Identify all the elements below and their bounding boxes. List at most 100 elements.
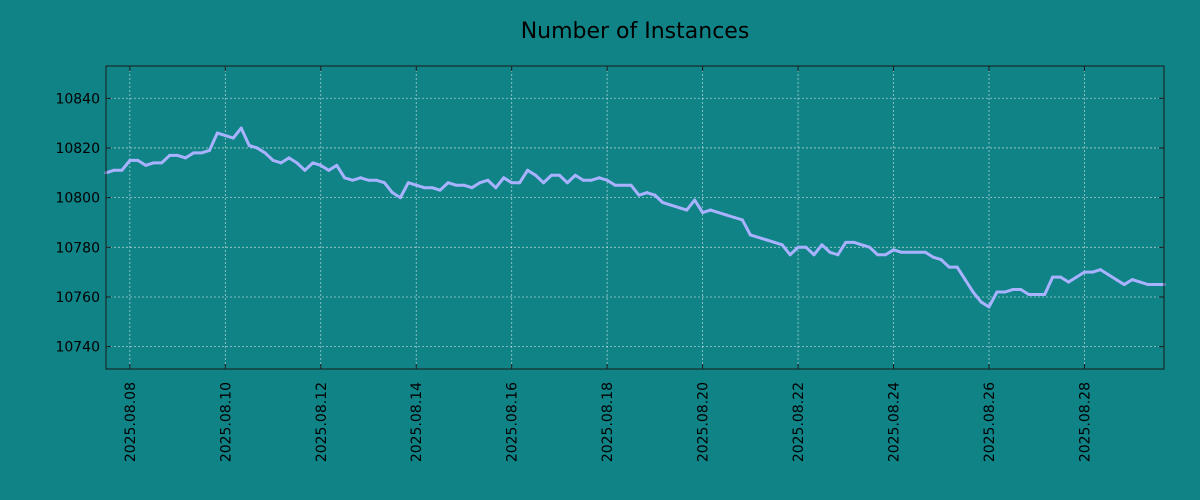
data-point [510, 181, 514, 185]
data-point [693, 198, 697, 202]
plot-frame [105, 65, 1165, 370]
data-point [1090, 270, 1094, 274]
data-point [374, 178, 378, 182]
data-point [780, 243, 784, 247]
data-point [335, 163, 339, 167]
data-point [255, 146, 259, 150]
data-point [653, 193, 657, 197]
data-point [645, 191, 649, 195]
data-point [1043, 292, 1047, 296]
data-point [112, 168, 116, 172]
data-point [1011, 288, 1015, 292]
data-point [1154, 283, 1158, 287]
x-tick-label: 2025.08.28 [1077, 382, 1093, 462]
data-point [343, 176, 347, 180]
data-point [669, 203, 673, 207]
data-point [239, 126, 243, 130]
data-point [207, 148, 211, 152]
data-point [192, 151, 196, 155]
data-point [1003, 290, 1007, 294]
x-tick-label: 2025.08.10 [218, 382, 234, 462]
y-tick-label: 10740 [55, 340, 100, 356]
axis-layer [105, 65, 1165, 370]
data-point [199, 151, 203, 155]
data-point [1074, 275, 1078, 279]
y-tick-label: 10780 [55, 240, 100, 256]
data-point [907, 250, 911, 254]
data-point [1035, 292, 1039, 296]
data-point [430, 186, 434, 190]
data-point [446, 181, 450, 185]
data-point [947, 265, 951, 269]
data-point [390, 191, 394, 195]
data-point [613, 183, 617, 187]
data-point [740, 218, 744, 222]
y-tick-label: 10820 [55, 141, 100, 157]
y-tick-label: 10760 [55, 290, 100, 306]
data-point [382, 181, 386, 185]
data-point [621, 183, 625, 187]
data-point [1106, 273, 1110, 277]
data-point [605, 178, 609, 182]
point-layer [104, 126, 1166, 309]
data-point [573, 173, 577, 177]
data-point [589, 178, 593, 182]
data-point [892, 248, 896, 252]
data-point [756, 235, 760, 239]
data-point [685, 208, 689, 212]
data-point [303, 168, 307, 172]
data-point [732, 216, 736, 219]
data-point [279, 161, 283, 165]
data-point [422, 186, 426, 190]
data-point [1114, 278, 1118, 282]
data-point [494, 186, 498, 190]
data-point [1059, 275, 1063, 279]
data-point [128, 158, 132, 162]
data-point [152, 161, 156, 165]
data-point [597, 176, 601, 180]
data-point [486, 178, 490, 182]
data-point [876, 253, 880, 257]
data-point [319, 163, 323, 167]
data-point [812, 253, 816, 257]
data-point [271, 158, 275, 162]
data-point [557, 173, 561, 177]
x-tick-label: 2025.08.16 [505, 382, 521, 462]
series-line-0 [104, 126, 1166, 309]
data-point [995, 290, 999, 294]
data-point [526, 168, 530, 172]
data-point [1146, 283, 1150, 287]
data-point [764, 238, 768, 242]
data-point [899, 250, 903, 254]
data-point [184, 156, 188, 160]
data-point [1067, 280, 1071, 284]
data-point [923, 250, 927, 254]
data-point [414, 183, 418, 187]
x-tick-label: 2025.08.22 [791, 382, 807, 462]
data-point [852, 240, 856, 244]
data-point [1122, 283, 1126, 287]
data-point [359, 176, 363, 180]
data-point [939, 258, 943, 262]
data-point [311, 161, 315, 165]
data-point [1051, 275, 1055, 279]
data-point [1019, 288, 1023, 292]
y-tick-label: 10800 [55, 191, 100, 207]
x-tick-label: 2025.08.12 [314, 382, 330, 462]
grid-layer [106, 66, 1164, 369]
data-point [565, 181, 569, 185]
data-point [144, 163, 148, 167]
data-point [971, 290, 975, 294]
data-point [979, 300, 983, 304]
x-tick-label: 2025.08.18 [600, 382, 616, 462]
x-tick-label: 2025.08.08 [123, 382, 139, 462]
data-point [462, 183, 466, 187]
data-point [828, 250, 832, 254]
data-point [796, 245, 800, 249]
data-point [215, 131, 219, 135]
data-point [263, 151, 267, 155]
data-point [120, 168, 124, 172]
data-point [844, 240, 848, 244]
